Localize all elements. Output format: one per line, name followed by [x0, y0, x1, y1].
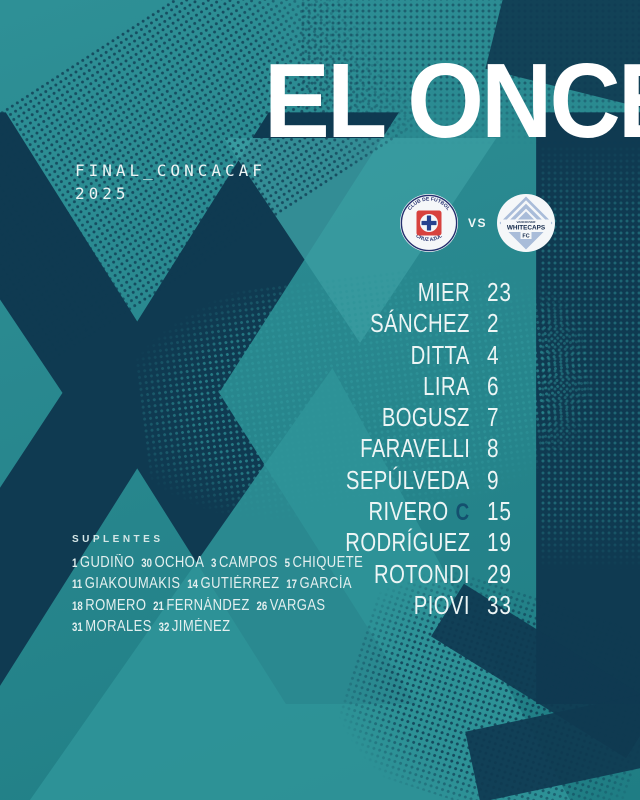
player-number: 29	[487, 558, 512, 589]
player-number: 23	[487, 277, 512, 307]
lineup-row: SÁNCHEZ 2	[0, 308, 640, 339]
substitutes-line: 1 GUDIÑO 30 OCHOA 3 CAMPOS 5 CHIQUETE	[72, 553, 370, 574]
sub-number: 26	[256, 600, 268, 613]
lineup-row-captain: RIVERO C 15	[0, 496, 640, 527]
lineup-row: MIER 23	[0, 277, 640, 308]
player-name: RODRÍGUEZ	[344, 527, 470, 558]
player-name: ROTONDI	[374, 558, 470, 589]
player-name: MIER	[417, 277, 470, 307]
player-name: BOGUSZ	[382, 402, 470, 433]
player-number: 2	[487, 308, 500, 339]
sub-number: 30	[141, 558, 152, 570]
sub-number: 11	[72, 579, 83, 592]
lineup-row: FARAVELLI 8	[0, 433, 640, 464]
event-year: 2025	[75, 184, 130, 203]
player-number: 4	[487, 339, 500, 370]
sub-name: CAMPOS	[218, 554, 278, 571]
whitecaps-badge-fc-text: FC	[522, 234, 529, 240]
cruz-azul-badge-icon: CLUB DE FUTBOL CRUZ AZUL	[400, 194, 458, 252]
player-name: SEPÚLVEDA	[346, 464, 470, 495]
lineup-row: SEPÚLVEDA 9	[0, 465, 640, 496]
whitecaps-badge-city-text: VANCOUVER	[517, 220, 537, 224]
lineup-row: LIRA 6	[0, 371, 640, 402]
sub-number: 3	[211, 558, 217, 570]
player-name: FARAVELLI	[359, 433, 470, 464]
sub-number: 32	[158, 622, 170, 635]
vs-label: VS	[468, 216, 488, 230]
cruz-azul-badge-bottom-text: CRUZ AZUL	[415, 233, 444, 243]
player-name: PIOVI	[413, 589, 470, 620]
lineup-row: BOGUSZ 7	[0, 402, 640, 433]
player-number: 7	[487, 402, 500, 433]
player-name: RIVERO	[368, 496, 450, 527]
sub-name: JIMÉNEZ	[171, 618, 231, 636]
matchup: CLUB DE FUTBOL CRUZ AZUL VS VANCOUVER WH…	[399, 193, 556, 253]
sub-name: MORALES	[85, 618, 152, 636]
whitecaps-badge-icon: VANCOUVER WHITECAPS FC	[497, 194, 556, 252]
halftone-patch-right-column	[540, 140, 640, 570]
player-name: DITTA	[410, 339, 470, 370]
event-name: FINAL_CONCACAF	[75, 161, 266, 180]
sub-number: 1	[72, 558, 78, 570]
sub-name: GUTIÉRREZ	[200, 575, 280, 593]
player-number: 15	[487, 496, 512, 527]
sub-number: 21	[153, 600, 164, 613]
player-number: 8	[487, 433, 500, 464]
sub-number: 18	[72, 600, 83, 613]
substitutes-line: 18 ROMERO 21 FERNÁNDEZ 26 VARGAS	[72, 596, 370, 617]
sub-name: CHIQUETE	[292, 554, 364, 571]
page-title: EL ONCE	[264, 42, 640, 160]
player-name: SÁNCHEZ	[370, 308, 470, 339]
sub-name: VARGAS	[269, 596, 326, 614]
lineup-list: MIER 23 SÁNCHEZ 2 DITTA 4 LIRA 6 BOGUSZ …	[0, 277, 640, 621]
player-number: 9	[487, 464, 500, 495]
sub-name: GIAKOUMAKIS	[84, 575, 181, 593]
sub-name: OCHOA	[154, 554, 205, 571]
lineup-row: DITTA 4	[0, 340, 640, 371]
sub-number: 17	[286, 579, 298, 592]
player-number: 33	[487, 589, 512, 620]
sub-number: 31	[72, 622, 83, 635]
substitutes-line: 11 GIAKOUMAKIS 14 GUTIÉRREZ 17 GARCÍA	[72, 574, 370, 595]
sub-name: ROMERO	[85, 596, 147, 614]
substitutes-section: SUPLENTES 1 GUDIÑO 30 OCHOA 3 CAMPOS 5 CHIQUETE…	[72, 534, 427, 639]
player-number: 19	[487, 527, 512, 558]
sub-name: GUDIÑO	[79, 554, 135, 571]
sub-name: GARCÍA	[299, 575, 352, 593]
substitutes-line: 31 MORALES 32 JIMÉNEZ	[72, 617, 370, 638]
sub-number: 14	[187, 579, 198, 592]
captain-badge: C	[456, 499, 470, 527]
whitecaps-badge-name-text: WHITECAPS	[507, 225, 546, 232]
event-meta: FINAL_CONCACAF 2025	[75, 159, 266, 205]
lineup-row: RODRÍGUEZ 19	[0, 527, 640, 558]
halftone-patch-top-right	[300, 0, 640, 145]
player-name: LIRA	[423, 370, 470, 401]
sub-number: 5	[284, 558, 291, 570]
lineup-row: ROTONDI 29	[0, 559, 640, 590]
sub-name: FERNÁNDEZ	[166, 596, 250, 614]
player-number: 6	[487, 370, 500, 401]
substitutes-heading: SUPLENTES	[72, 534, 164, 545]
svg-text:CRUZ AZUL: CRUZ AZUL	[415, 233, 444, 243]
lineup-row: PIOVI 33	[0, 590, 640, 621]
